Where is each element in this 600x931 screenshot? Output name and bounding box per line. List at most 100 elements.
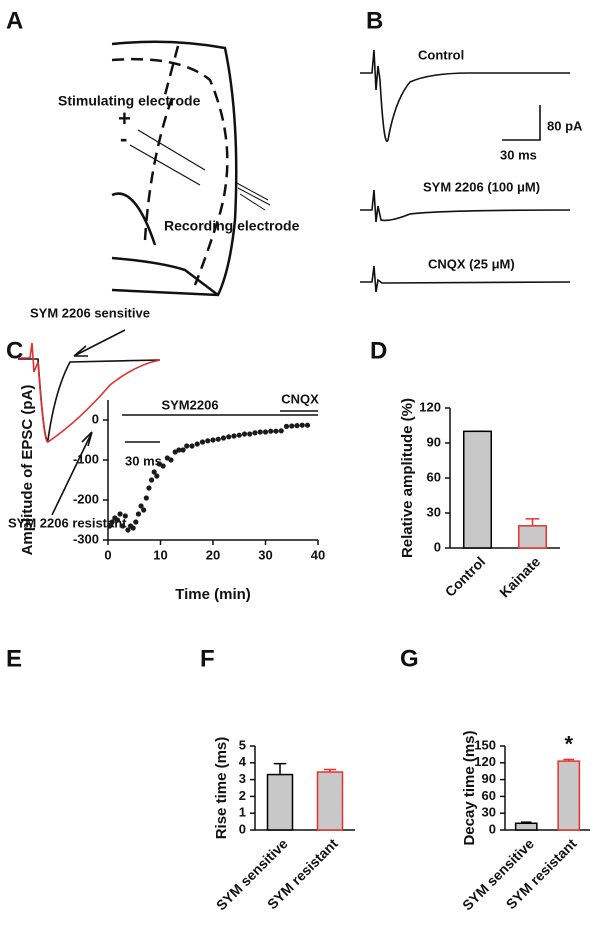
bar bbox=[463, 430, 492, 549]
data-point bbox=[231, 433, 237, 439]
data-point bbox=[120, 523, 126, 529]
y-tick-label: -300 bbox=[73, 531, 99, 546]
data-point bbox=[199, 439, 206, 445]
data-point bbox=[176, 447, 182, 453]
diagram-label: + bbox=[118, 106, 131, 131]
data-point bbox=[252, 430, 258, 436]
data-point bbox=[117, 511, 123, 517]
category-label: Kainate bbox=[496, 553, 543, 600]
trace-label: SYM 2206 sensitive bbox=[30, 305, 150, 320]
bar bbox=[266, 773, 294, 831]
scale-label: 30 ms bbox=[125, 453, 162, 468]
data-point bbox=[294, 423, 300, 429]
y-tick-label: 120 bbox=[419, 399, 441, 414]
slice-diagram bbox=[111, 40, 271, 297]
significance: * bbox=[564, 731, 573, 756]
treatment-label: CNQX bbox=[281, 391, 319, 406]
epsc-overlay bbox=[18, 329, 161, 516]
diagram-label: Stimulating electrode bbox=[58, 93, 201, 109]
data-point bbox=[289, 423, 295, 429]
x-tick-label: 40 bbox=[311, 547, 325, 562]
data-point bbox=[226, 434, 232, 440]
y-axis-label: Amplitude of EPSC (pA) bbox=[19, 385, 36, 556]
x-tick-label: 20 bbox=[206, 547, 220, 562]
data-point bbox=[278, 428, 284, 434]
y-tick-label: 60 bbox=[427, 469, 441, 484]
data-point bbox=[257, 429, 263, 435]
y-tick-label: 0 bbox=[239, 821, 246, 836]
y-axis-label: Decay time (ms) bbox=[461, 730, 478, 845]
treatment-bars bbox=[122, 410, 318, 416]
data-point bbox=[184, 443, 190, 449]
data-point bbox=[220, 435, 227, 441]
data-point bbox=[205, 438, 211, 444]
data-point bbox=[189, 443, 195, 449]
y-tick-label: 30 bbox=[427, 504, 441, 519]
bar bbox=[514, 822, 538, 831]
data-point bbox=[135, 511, 142, 517]
y-axis-label: Rise time (ms) bbox=[213, 737, 230, 840]
data-point bbox=[148, 477, 155, 483]
panel-label: D bbox=[370, 337, 387, 364]
data-point bbox=[160, 463, 166, 469]
data-point bbox=[241, 431, 248, 437]
x-tick-label: 0 bbox=[104, 547, 111, 562]
data-point bbox=[141, 507, 147, 513]
y-tick-label: -100 bbox=[73, 451, 99, 466]
data-point bbox=[273, 428, 279, 434]
scale-label: 30 ms bbox=[500, 147, 537, 162]
diagram-label: - bbox=[120, 126, 127, 151]
data-point bbox=[122, 513, 128, 519]
y-tick-label: 90 bbox=[482, 771, 496, 786]
data-point bbox=[262, 429, 269, 435]
epsc-traces bbox=[360, 49, 571, 293]
y-tick-label: 1 bbox=[239, 805, 246, 820]
bar bbox=[557, 760, 581, 831]
trace-label: SYM 2206 (100 μM) bbox=[423, 179, 540, 194]
y-tick-label: 0 bbox=[434, 539, 441, 554]
data-point bbox=[304, 422, 311, 428]
panel-label: B bbox=[366, 7, 383, 34]
treatment-label: SYM2206 bbox=[161, 397, 218, 412]
data-point bbox=[210, 437, 216, 443]
data-point bbox=[143, 495, 149, 501]
y-tick-label: 150 bbox=[474, 737, 496, 752]
data-point bbox=[236, 432, 242, 438]
data-point bbox=[180, 447, 186, 453]
panel-label: A bbox=[6, 7, 23, 34]
y-tick-label: 3 bbox=[239, 771, 246, 786]
data-point bbox=[247, 431, 253, 437]
data-point bbox=[215, 436, 221, 442]
data-point bbox=[268, 428, 274, 434]
y-tick-label: 5 bbox=[239, 737, 246, 752]
data-point bbox=[133, 519, 139, 525]
data-point bbox=[146, 485, 152, 491]
scale-label: 80 pA bbox=[547, 118, 583, 133]
category-label: SYM sensitive bbox=[459, 835, 537, 913]
y-tick-label: 90 bbox=[427, 434, 441, 449]
panel-label: F bbox=[200, 645, 215, 672]
data-point bbox=[106, 523, 113, 529]
x-tick-label: 30 bbox=[258, 547, 272, 562]
trace-label: CNQX (25 μM) bbox=[428, 256, 515, 271]
data-point bbox=[154, 473, 160, 479]
y-tick-label: 4 bbox=[239, 754, 247, 769]
y-tick-label: -200 bbox=[73, 491, 99, 506]
data-point bbox=[138, 503, 144, 509]
bar bbox=[518, 525, 547, 549]
data-point bbox=[151, 469, 157, 475]
category-label: Control bbox=[442, 553, 489, 600]
data-point bbox=[283, 423, 290, 429]
y-tick-label: 0 bbox=[489, 821, 496, 836]
trace-label: Control bbox=[418, 47, 464, 62]
diagram-label: Recording electrode bbox=[164, 218, 300, 234]
y-tick-label: 0 bbox=[92, 411, 99, 426]
y-tick-label: 120 bbox=[474, 754, 496, 769]
data-point bbox=[114, 517, 121, 523]
data-point bbox=[299, 422, 305, 428]
data-point bbox=[125, 527, 131, 533]
data-point bbox=[130, 525, 136, 531]
trace-label: SYM 2206 resistant bbox=[8, 515, 127, 530]
panel-label: E bbox=[6, 645, 22, 672]
